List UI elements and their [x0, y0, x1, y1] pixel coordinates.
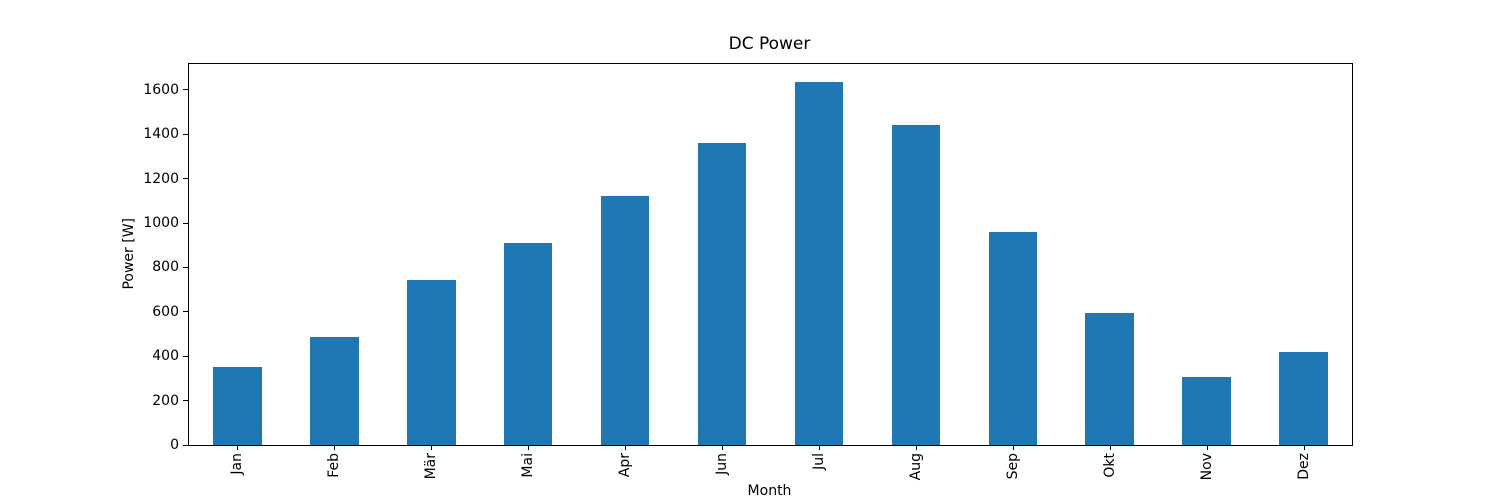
x-axis-label: Month — [747, 483, 792, 499]
bar — [407, 279, 456, 445]
bar-slot: Mär — [383, 64, 480, 479]
y-tick-mark — [183, 178, 188, 180]
bar-slot: Aug — [867, 64, 964, 480]
bar-slot: Jul — [771, 64, 868, 470]
x-tick-mark — [915, 445, 917, 450]
bar-slot: Jun — [674, 64, 771, 475]
bar-slot: Dez — [1255, 64, 1352, 480]
x-tick-label: Mai — [520, 453, 537, 478]
y-axis-label: Power [W] — [121, 217, 137, 290]
x-tick-mark — [722, 445, 724, 450]
bar — [503, 242, 553, 445]
y-tick-mark — [183, 400, 188, 402]
bar — [213, 367, 262, 445]
bar-slot: Mai — [480, 64, 577, 478]
bar — [310, 336, 359, 445]
bar — [600, 195, 650, 445]
bar — [1279, 352, 1328, 445]
x-tick-label: Jul — [810, 453, 827, 470]
x-tick-label: Sep — [1004, 453, 1021, 480]
bar — [988, 231, 1037, 445]
x-tick-mark — [818, 445, 820, 450]
y-tick-label: 1600 — [143, 81, 179, 98]
x-tick-mark — [431, 445, 433, 450]
bar — [1182, 376, 1231, 445]
x-tick-mark — [1109, 445, 1111, 450]
x-tick-label: Feb — [326, 453, 343, 478]
y-axis-label-wrap: Power [W] — [120, 63, 138, 444]
y-tick-label: 0 — [170, 437, 179, 453]
y-tick-mark — [183, 266, 188, 268]
bar — [891, 125, 941, 445]
x-tick-mark — [1012, 445, 1014, 450]
y-tick-label: 1000 — [143, 215, 179, 232]
x-tick-mark — [1303, 445, 1305, 450]
bar-slot: Apr — [577, 64, 674, 477]
y-tick-label: 400 — [152, 348, 179, 365]
chart-title: DC Power — [728, 34, 811, 54]
x-tick-mark — [237, 445, 239, 450]
y-tick-label: 200 — [152, 392, 179, 409]
bar-slot: Nov — [1158, 64, 1255, 480]
bar — [1085, 312, 1134, 445]
y-tick-mark — [183, 355, 188, 357]
bar-slot: Feb — [286, 64, 383, 478]
x-tick-label: Okt — [1101, 453, 1118, 478]
y-tick-label: 800 — [152, 259, 179, 276]
bar — [697, 142, 747, 445]
x-tick-label: Dez — [1295, 453, 1312, 480]
y-tick-mark — [183, 222, 188, 224]
bar — [794, 82, 844, 445]
plot-area: 0 200 400 600 800 1000 1200 1400 1600 Jan Feb Mär Ma… — [143, 63, 1353, 480]
y-tick-mark — [183, 133, 188, 135]
bar-slot: Jan — [189, 64, 286, 475]
x-tick-mark — [625, 445, 627, 450]
y-tick-label: 1400 — [143, 126, 179, 143]
bar-slot: Okt — [1061, 64, 1158, 478]
bar-slot: Sep — [964, 64, 1061, 479]
y-tick-mark — [183, 89, 188, 91]
x-tick-label: Aug — [907, 453, 924, 481]
x-tick-mark — [334, 445, 336, 450]
y-tick-mark — [183, 311, 188, 313]
x-tick-label: Nov — [1198, 453, 1215, 481]
x-tick-label: Jun — [714, 453, 731, 475]
x-tick-label: Apr — [617, 453, 634, 478]
y-tick-mark — [183, 444, 188, 446]
x-tick-label: Mär — [423, 453, 440, 480]
x-tick-mark — [1206, 445, 1208, 450]
x-tick-mark — [528, 445, 530, 450]
x-tick-label: Jan — [229, 453, 246, 475]
y-tick-label: 600 — [152, 303, 179, 320]
y-tick-label: 1200 — [143, 170, 179, 187]
